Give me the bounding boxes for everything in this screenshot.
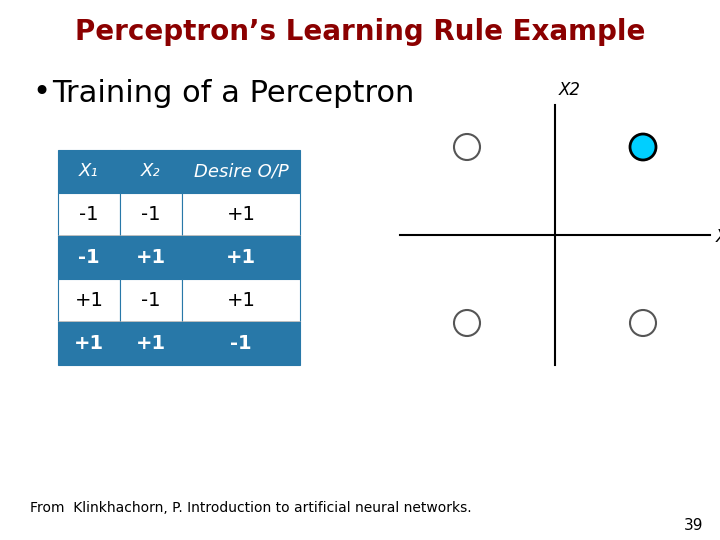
Bar (58, 322, 120, 365)
Bar (58, 236, 120, 279)
Text: +1: +1 (226, 248, 256, 267)
Bar (120, 322, 182, 365)
Text: X₁: X₁ (79, 163, 99, 180)
Text: -1: -1 (78, 248, 100, 267)
Text: +1: +1 (227, 205, 256, 224)
Bar (182, 322, 300, 365)
Text: From  Klinkhachorn, P. Introduction to artificial neural networks.: From Klinkhachorn, P. Introduction to ar… (30, 501, 472, 515)
Bar (182, 236, 300, 279)
Text: +1: +1 (227, 291, 256, 310)
Text: X2: X2 (559, 81, 581, 99)
Bar (58, 193, 120, 236)
Text: -1: -1 (141, 205, 161, 224)
Circle shape (630, 134, 656, 160)
Bar (182, 279, 300, 322)
Text: -1: -1 (230, 334, 252, 353)
Bar (120, 279, 182, 322)
Text: Desire O/P: Desire O/P (194, 163, 289, 180)
Bar (120, 193, 182, 236)
Bar (182, 193, 300, 236)
Bar (58, 150, 120, 193)
Text: -1: -1 (141, 291, 161, 310)
Text: +1: +1 (136, 248, 166, 267)
Text: •: • (32, 78, 50, 107)
Text: +1: +1 (75, 291, 104, 310)
Bar (120, 236, 182, 279)
Bar (182, 150, 300, 193)
Bar (120, 150, 182, 193)
Text: -1: -1 (79, 205, 99, 224)
Text: X1: X1 (716, 228, 720, 246)
Bar (58, 279, 120, 322)
Text: Perceptron’s Learning Rule Example: Perceptron’s Learning Rule Example (75, 18, 645, 46)
Text: X₂: X₂ (141, 163, 161, 180)
Text: 39: 39 (683, 518, 703, 534)
Text: +1: +1 (74, 334, 104, 353)
Text: Training of a Perceptron: Training of a Perceptron (52, 78, 415, 107)
Text: +1: +1 (136, 334, 166, 353)
